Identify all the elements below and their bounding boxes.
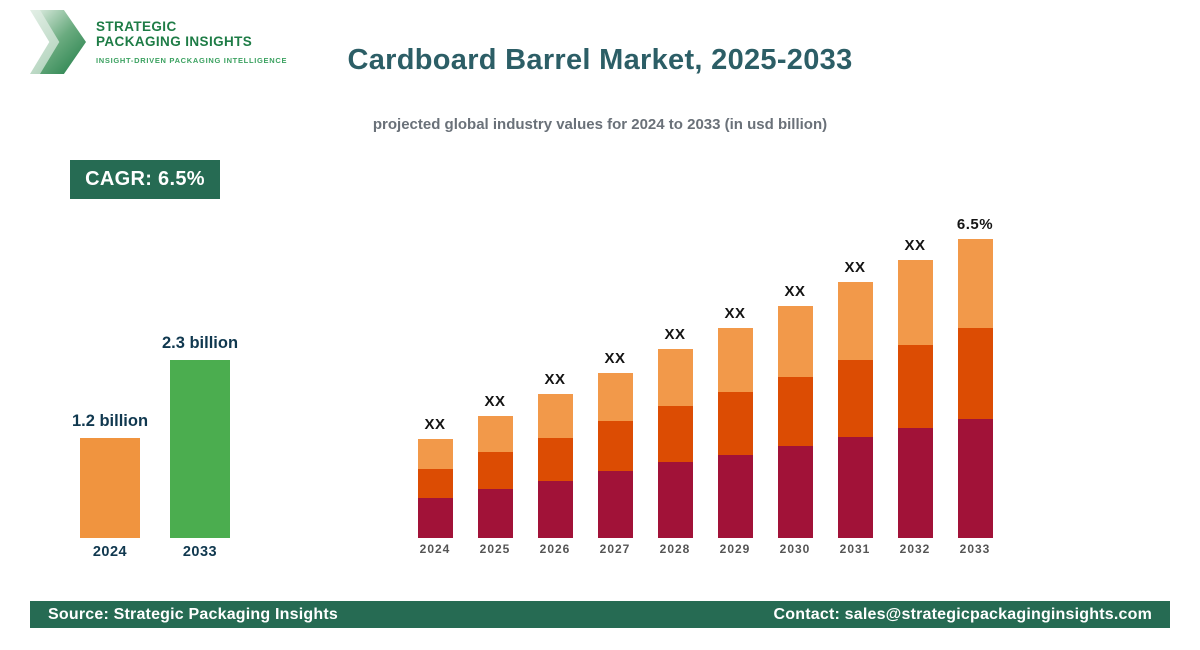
segment-middle bbox=[837, 360, 873, 437]
chevron-arrow-icon bbox=[30, 10, 86, 74]
bar-value-label: XX bbox=[724, 305, 746, 322]
stacked-bar bbox=[537, 394, 573, 538]
bar-value-label: XX bbox=[484, 393, 506, 410]
segment-top bbox=[717, 328, 753, 392]
growth-summary-years: 2024 2033 bbox=[70, 544, 240, 560]
summary-bar bbox=[170, 360, 230, 538]
stacked-bar bbox=[777, 306, 813, 538]
stacked-bar bbox=[957, 239, 993, 538]
segment-bottom bbox=[837, 437, 873, 538]
stacked-bar bbox=[657, 349, 693, 538]
bar-year-label: 2024 bbox=[419, 542, 451, 556]
bar-year-label: 2025 bbox=[479, 542, 511, 556]
segment-middle bbox=[417, 469, 453, 498]
projection-years: 2024 2025 2026 2027 2028 2029 2030 2031 2032 2033 bbox=[405, 542, 1005, 556]
segment-top bbox=[657, 349, 693, 406]
growth-summary-chart: 1.2 billion 2.3 billion 2024 2033 bbox=[70, 318, 240, 568]
segment-bottom bbox=[417, 498, 453, 538]
segment-top bbox=[537, 394, 573, 438]
logo-text: STRATEGIC PACKAGING INSIGHTS INSIGHT-DRI… bbox=[96, 10, 287, 65]
segment-middle bbox=[897, 345, 933, 428]
stacked-bar-group: XX bbox=[465, 190, 525, 538]
stacked-bar-group: XX bbox=[525, 190, 585, 538]
bar-value-label: XX bbox=[904, 237, 926, 254]
stacked-bar-group: XX bbox=[825, 190, 885, 538]
logo-line1: STRATEGIC bbox=[96, 19, 177, 34]
segment-bottom bbox=[717, 455, 753, 538]
segment-middle bbox=[537, 438, 573, 481]
page-subtitle: projected global industry values for 202… bbox=[372, 116, 828, 133]
logo-line2: PACKAGING INSIGHTS bbox=[96, 34, 253, 49]
bar-year-label: 2032 bbox=[899, 542, 931, 556]
bar-value-label: XX bbox=[664, 326, 686, 343]
segment-top bbox=[837, 282, 873, 360]
stacked-bar-group: XX bbox=[585, 190, 645, 538]
stacked-bar bbox=[897, 260, 933, 538]
projection-bars: XX XX XX XX XX XX XX XX XX 6.5% bbox=[405, 190, 1005, 538]
summary-bar bbox=[80, 438, 140, 538]
summary-year-label: 2033 bbox=[182, 544, 218, 560]
logo: STRATEGIC PACKAGING INSIGHTS INSIGHT-DRI… bbox=[30, 10, 287, 74]
bar-value-label: 6.5% bbox=[956, 216, 994, 233]
segment-middle bbox=[657, 406, 693, 462]
segment-bottom bbox=[477, 489, 513, 538]
stacked-bar bbox=[477, 416, 513, 538]
stacked-bar bbox=[837, 282, 873, 538]
segment-bottom bbox=[957, 419, 993, 538]
summary-value-label: 2.3 billion bbox=[161, 334, 239, 352]
segment-middle bbox=[717, 392, 753, 455]
bar-value-label: XX bbox=[424, 416, 446, 433]
summary-bar-group: 1.2 billion bbox=[72, 412, 148, 538]
segment-top bbox=[417, 439, 453, 469]
bar-year-label: 2030 bbox=[779, 542, 811, 556]
stacked-bar bbox=[597, 373, 633, 538]
stacked-bar-group: XX bbox=[705, 190, 765, 538]
summary-bar-group: 2.3 billion bbox=[162, 334, 238, 538]
bar-year-label: 2033 bbox=[959, 542, 991, 556]
bar-year-label: 2026 bbox=[539, 542, 571, 556]
summary-value-label: 1.2 billion bbox=[71, 412, 149, 430]
segment-top bbox=[897, 260, 933, 345]
segment-bottom bbox=[777, 446, 813, 538]
footer-bar: Source: Strategic Packaging Insights Con… bbox=[30, 601, 1170, 628]
cagr-badge: CAGR: 6.5% bbox=[70, 160, 220, 199]
stacked-bar-group: XX bbox=[405, 190, 465, 538]
footer-source: Source: Strategic Packaging Insights bbox=[48, 605, 338, 623]
stacked-bar bbox=[417, 439, 453, 538]
bar-value-label: XX bbox=[544, 371, 566, 388]
projection-chart: XX XX XX XX XX XX XX XX XX 6.5% 2024 2025 2026 2027 2… bbox=[405, 190, 1005, 565]
stacked-bar-group: XX bbox=[885, 190, 945, 538]
bar-year-label: 2027 bbox=[599, 542, 631, 556]
segment-middle bbox=[957, 328, 993, 419]
summary-year-label: 2024 bbox=[92, 544, 128, 560]
stacked-bar bbox=[717, 328, 753, 538]
segment-bottom bbox=[897, 428, 933, 538]
bar-value-label: XX bbox=[844, 259, 866, 276]
bar-year-label: 2031 bbox=[839, 542, 871, 556]
segment-top bbox=[477, 416, 513, 452]
segment-top bbox=[777, 306, 813, 377]
segment-bottom bbox=[597, 471, 633, 538]
page-title: Cardboard Barrel Market, 2025-2033 bbox=[347, 44, 853, 76]
growth-summary-bars: 1.2 billion 2.3 billion bbox=[70, 318, 240, 538]
bar-value-label: XX bbox=[784, 283, 806, 300]
stacked-bar-group: XX bbox=[645, 190, 705, 538]
segment-bottom bbox=[537, 481, 573, 538]
segment-middle bbox=[597, 421, 633, 471]
stacked-bar-group: 6.5% bbox=[945, 190, 1005, 538]
bar-value-label: XX bbox=[604, 350, 626, 367]
bar-year-label: 2029 bbox=[719, 542, 751, 556]
footer-contact: Contact: sales@strategicpackaginginsight… bbox=[773, 605, 1152, 623]
stacked-bar-group: XX bbox=[765, 190, 825, 538]
bar-year-label: 2028 bbox=[659, 542, 691, 556]
segment-middle bbox=[777, 377, 813, 446]
segment-middle bbox=[477, 452, 513, 489]
logo-tagline: INSIGHT-DRIVEN PACKAGING INTELLIGENCE bbox=[96, 56, 288, 65]
segment-bottom bbox=[657, 462, 693, 538]
segment-top bbox=[597, 373, 633, 421]
segment-top bbox=[957, 239, 993, 328]
